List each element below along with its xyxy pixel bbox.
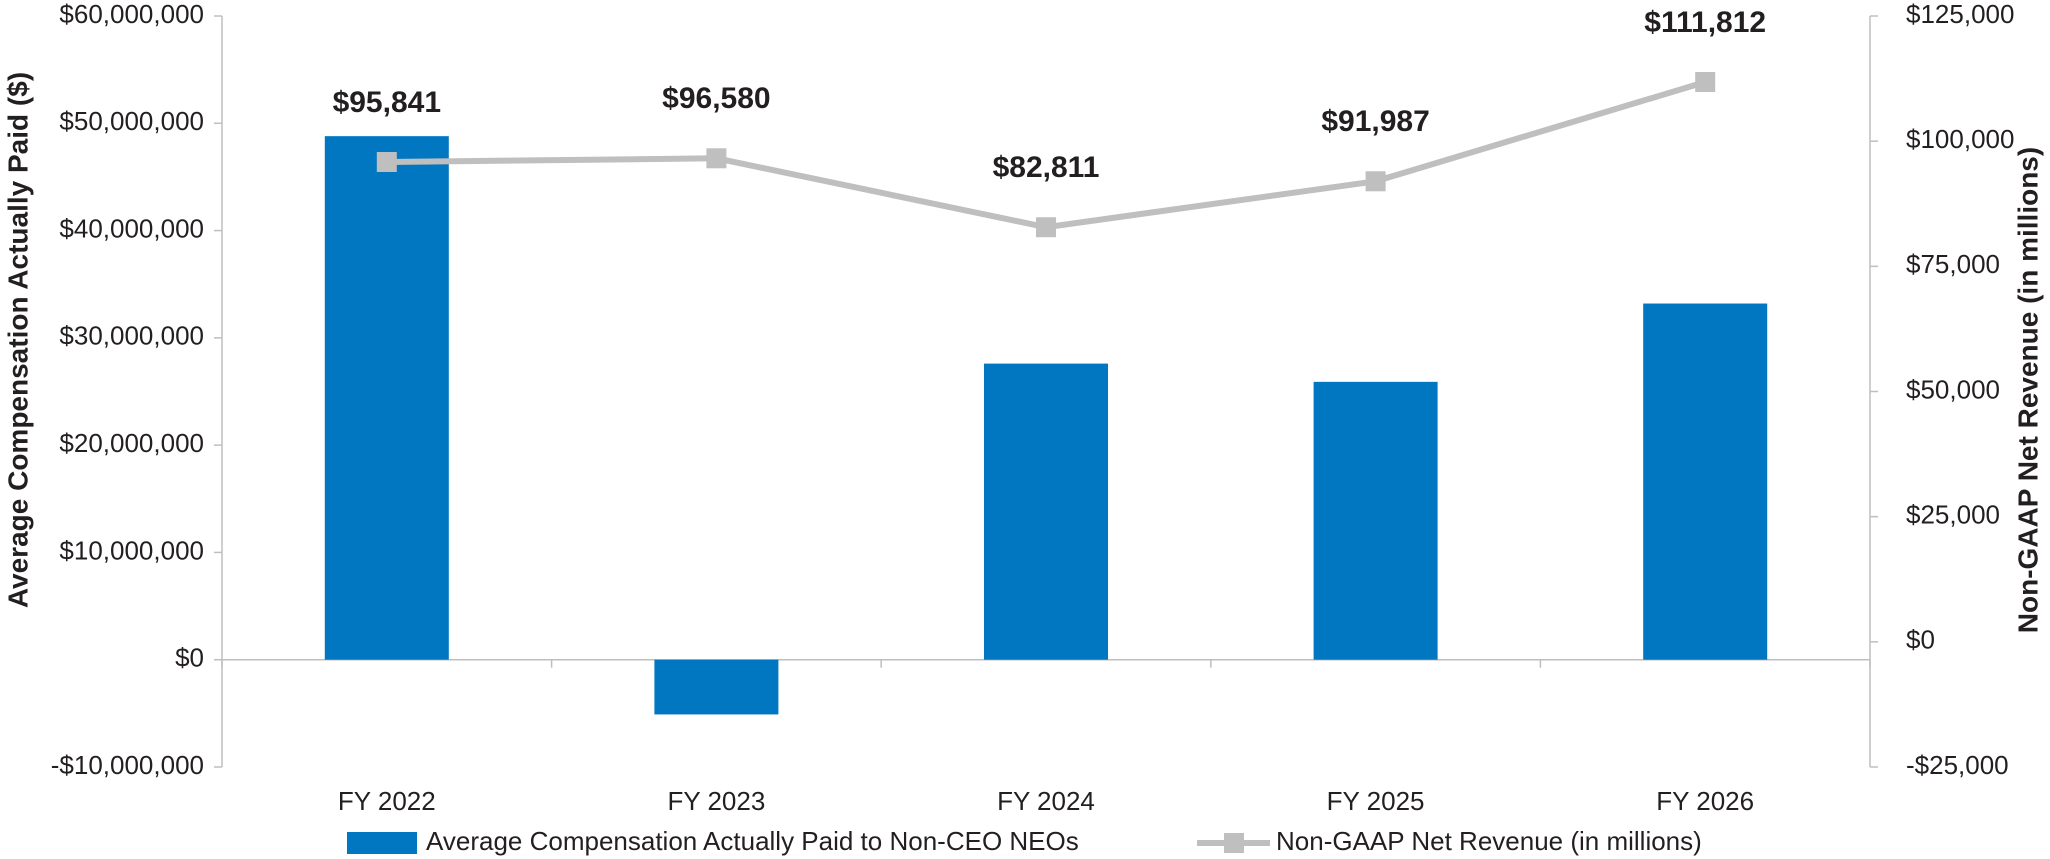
y2-tick-label: $50,000: [1906, 374, 2000, 404]
y2-tick-label: $125,000: [1906, 0, 2014, 29]
data-label: $111,812: [1644, 6, 1766, 39]
marker: [376, 151, 397, 172]
y-tick-label: $10,000,000: [59, 535, 204, 565]
y-tick-label: -$10,000,000: [51, 750, 204, 780]
y-tick-label: $40,000,000: [59, 213, 204, 243]
y2-tick-label: $100,000: [1906, 124, 2014, 154]
x-tick-label: FY 2023: [667, 786, 765, 816]
legend-label: Non-GAAP Net Revenue (in millions): [1276, 826, 1702, 856]
x-tick-label: FY 2024: [997, 786, 1095, 816]
y-tick-label: $0: [175, 643, 204, 673]
data-label: $95,841: [333, 86, 441, 119]
x-tick-label: FY 2022: [338, 786, 436, 816]
y-tick-label: $60,000,000: [59, 0, 204, 29]
marker: [1365, 171, 1386, 192]
data-label: $91,987: [1321, 105, 1429, 138]
data-label: $96,580: [662, 82, 770, 115]
marker: [706, 148, 727, 169]
y-tick-label: $20,000,000: [59, 428, 204, 458]
y2-tick-label: $25,000: [1906, 500, 2000, 530]
legend-swatch: [1224, 833, 1244, 853]
bar: [984, 363, 1108, 660]
y-tick-label: $50,000,000: [59, 106, 204, 136]
bar: [1643, 303, 1768, 660]
legend-label: Average Compensation Actually Paid to No…: [426, 826, 1079, 856]
marker: [1695, 72, 1716, 93]
marker: [1036, 217, 1056, 238]
y2-tick-label: $0: [1906, 625, 1935, 655]
y2-axis-title: Non-GAAP Net Revenue (in millions): [2012, 147, 2043, 633]
y2-tick-label: $75,000: [1906, 249, 2000, 279]
bar: [654, 659, 779, 715]
x-tick-label: FY 2026: [1656, 786, 1754, 816]
bar: [324, 136, 449, 660]
y2-tick-label: -$25,000: [1906, 750, 2009, 780]
y-axis-title: Average Compensation Actually Paid ($): [2, 72, 33, 608]
x-tick-label: FY 2025: [1327, 786, 1425, 816]
legend-swatch: [347, 832, 417, 854]
data-label: $82,811: [993, 151, 1100, 184]
y-tick-label: $30,000,000: [59, 321, 204, 351]
bar: [1313, 381, 1438, 660]
